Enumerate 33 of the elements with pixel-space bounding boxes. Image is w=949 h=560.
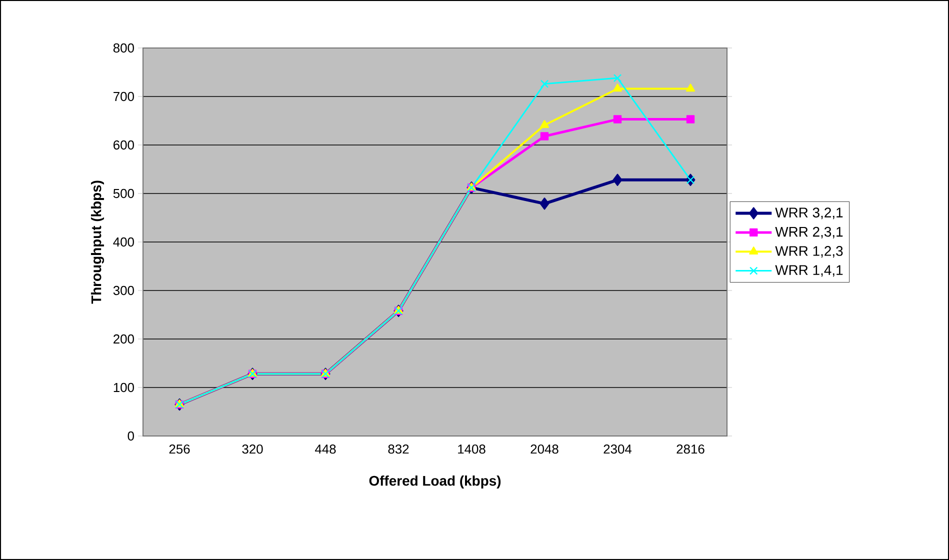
x-tick-label: 256	[169, 444, 190, 454]
x-tick-label: 448	[315, 444, 336, 454]
y-tick-label: 300	[113, 286, 134, 296]
point	[540, 120, 550, 128]
x-tick-label: 2816	[676, 444, 704, 454]
legend-label: WRR 2,3,1	[775, 226, 843, 238]
y-tick-label: 700	[114, 92, 134, 102]
y-tick-label: 800	[113, 43, 134, 53]
y-tick-label: 400	[113, 237, 134, 247]
point	[686, 84, 695, 92]
x-tick-label: 2304	[604, 444, 632, 454]
x-tick-label: 2048	[530, 444, 558, 454]
y-tick-label: 0	[128, 431, 134, 441]
point	[613, 84, 622, 92]
x-tick-label: 1408	[458, 444, 486, 454]
point	[612, 174, 622, 186]
y-axis-title: Throughput (kbps)	[90, 180, 104, 304]
x-tick-label: 320	[242, 444, 263, 454]
x-axis-title: Offered Load (kbps)	[369, 476, 501, 489]
y-tick-label: 600	[114, 140, 134, 150]
point	[540, 198, 550, 210]
point	[540, 132, 549, 140]
y-tick-label: 100	[114, 382, 134, 392]
legend-label: WRR 3,2,1	[775, 208, 843, 220]
y-tick-label: 200	[114, 334, 134, 344]
x-tick-label: 832	[388, 444, 409, 454]
legend-label: WRR 1,2,3	[775, 246, 843, 258]
point	[613, 115, 622, 124]
point	[540, 80, 549, 88]
y-tick-label: 500	[113, 188, 134, 198]
point	[686, 115, 695, 124]
point	[613, 74, 622, 82]
legend-label: WRR 1,4,1	[775, 265, 843, 277]
